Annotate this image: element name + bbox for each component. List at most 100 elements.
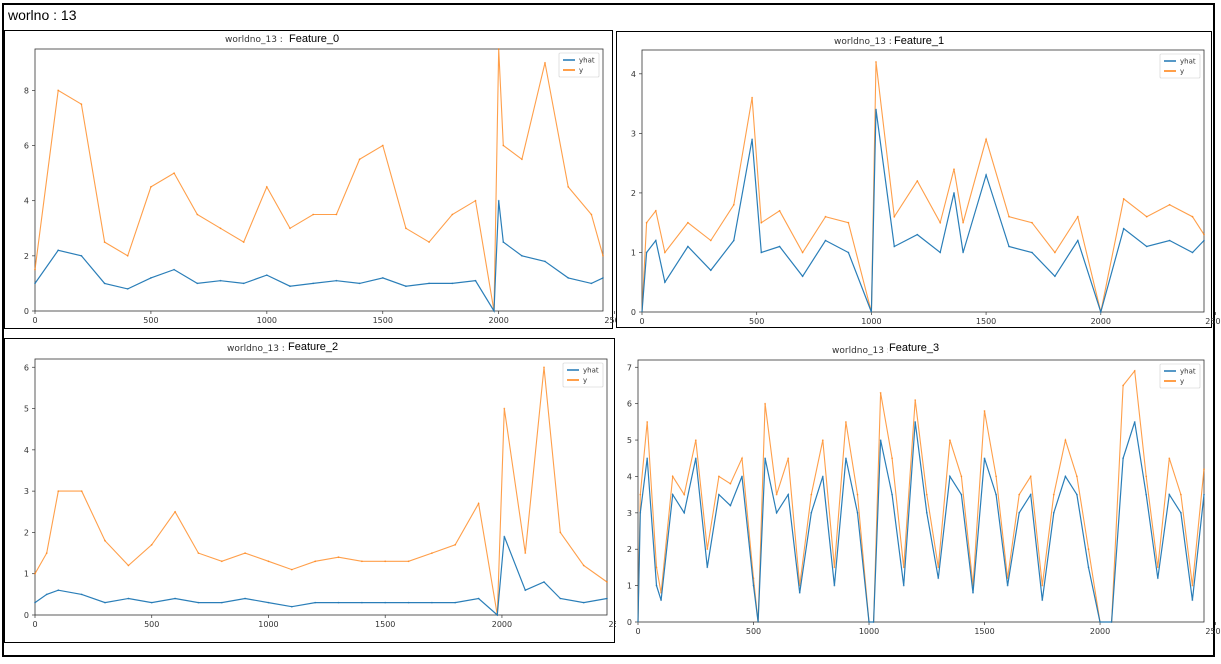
plot-area xyxy=(34,48,604,312)
y-tick-label: 0 xyxy=(631,308,636,317)
data-point-y xyxy=(939,221,942,224)
data-point-yhat xyxy=(752,584,755,587)
data-point-yhat xyxy=(502,241,505,244)
y-tick-label: 1 xyxy=(627,582,632,591)
data-point-yhat xyxy=(637,621,639,623)
data-point-y xyxy=(833,566,836,569)
data-point-yhat xyxy=(1064,475,1067,478)
data-point-y xyxy=(602,254,604,257)
data-point-yhat xyxy=(732,239,735,242)
data-point-y xyxy=(751,96,753,99)
legend-label-yhat: yhat xyxy=(1180,58,1196,66)
data-point-y xyxy=(220,560,223,563)
data-point-y xyxy=(902,566,905,569)
data-point-y xyxy=(683,493,686,496)
data-point-yhat xyxy=(496,614,499,616)
data-point-yhat xyxy=(760,251,763,254)
legend-label-y: y xyxy=(1180,68,1184,76)
y-tick-label: 2 xyxy=(24,252,29,261)
y-tick-label: 4 xyxy=(24,446,29,455)
series-line-yhat xyxy=(34,200,604,313)
y-tick-label: 2 xyxy=(631,189,636,198)
data-point-yhat xyxy=(654,239,657,242)
y-tick-label: 3 xyxy=(627,509,632,518)
data-point-yhat xyxy=(503,535,506,538)
data-point-yhat xyxy=(810,511,813,514)
data-point-y xyxy=(1008,215,1010,218)
data-point-y xyxy=(126,254,129,257)
y-tick-label: 1 xyxy=(24,570,29,579)
data-point-y xyxy=(174,510,177,513)
data-point-yhat xyxy=(524,589,527,592)
data-point-y xyxy=(914,399,917,401)
data-point-yhat xyxy=(916,233,919,236)
data-point-yhat xyxy=(937,577,940,580)
x-tick-label: 1500 xyxy=(976,317,996,326)
chart-svg: 0 500 1000 1500 2000 2500 0 1 2 3 4 5 6 7 yhat y xyxy=(627,359,1221,636)
data-point-y xyxy=(197,552,200,554)
data-point-y xyxy=(1191,584,1194,587)
data-point-yhat xyxy=(384,601,387,604)
data-point-yhat xyxy=(103,282,106,285)
data-point-y xyxy=(960,475,963,478)
data-point-y xyxy=(953,168,955,171)
y-tick-label: 6 xyxy=(24,142,29,151)
data-point-yhat xyxy=(34,282,36,285)
header-title: worlno : 13 xyxy=(8,7,77,23)
data-point-yhat xyxy=(985,174,987,176)
data-point-y xyxy=(559,531,562,534)
data-point-yhat xyxy=(995,493,997,496)
x-tick-label: 1000 xyxy=(258,620,278,629)
data-point-y xyxy=(741,457,743,460)
data-point-yhat xyxy=(497,199,500,202)
x-tick-label: 1000 xyxy=(861,317,881,326)
data-point-yhat xyxy=(709,269,712,272)
x-tick-label: 500 xyxy=(143,316,158,325)
data-point-y xyxy=(567,186,570,188)
legend: yhat y xyxy=(558,52,600,78)
data-point-yhat xyxy=(646,457,649,460)
data-point-yhat xyxy=(778,245,781,248)
data-point-y xyxy=(1064,439,1067,441)
x-tick-label: 500 xyxy=(749,317,764,326)
data-point-yhat xyxy=(847,251,850,254)
data-point-yhat xyxy=(150,277,152,279)
data-point-yhat xyxy=(645,251,648,254)
data-point-y xyxy=(1122,384,1124,387)
data-point-yhat xyxy=(939,251,942,254)
data-point-y xyxy=(694,439,697,441)
data-point-y xyxy=(477,502,480,505)
data-point-yhat xyxy=(757,621,759,623)
data-point-y xyxy=(778,209,781,212)
data-point-y xyxy=(337,556,340,559)
data-point-yhat xyxy=(655,584,658,587)
data-point-y xyxy=(810,493,813,496)
chart-svg: 050010001500200025000123456yhaty xyxy=(24,358,629,629)
plot-area xyxy=(641,49,1205,313)
data-point-yhat xyxy=(242,282,245,285)
data-point-yhat xyxy=(641,311,643,313)
x-tick-label: 1500 xyxy=(375,620,395,629)
chart-svg: 0 500 1000 1500 2000 2500 0 1 2 3 4 yhat y xyxy=(631,49,1221,326)
data-point-yhat xyxy=(960,493,963,496)
data-point-y xyxy=(729,482,732,485)
data-point-yhat xyxy=(962,251,964,254)
data-point-y xyxy=(405,227,407,230)
data-point-y xyxy=(962,221,964,224)
data-point-y xyxy=(1076,215,1079,218)
data-point-yhat xyxy=(872,621,875,623)
data-point-y xyxy=(879,391,882,394)
data-point-y xyxy=(407,560,410,563)
y-tick-label: 3 xyxy=(631,129,636,138)
data-point-y xyxy=(824,215,827,218)
plot-area xyxy=(637,359,1205,623)
legend: yhat y xyxy=(562,362,604,388)
data-point-y xyxy=(1191,215,1194,218)
data-point-yhat xyxy=(1008,245,1010,248)
data-point-y xyxy=(787,457,790,460)
data-point-yhat xyxy=(1031,251,1033,254)
data-point-y xyxy=(590,213,593,216)
data-point-y xyxy=(474,199,477,202)
data-point-y xyxy=(503,407,506,410)
data-point-yhat xyxy=(1099,621,1101,623)
